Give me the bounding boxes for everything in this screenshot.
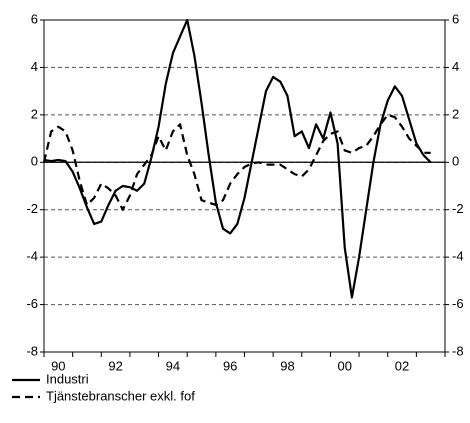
- y2-tick-label: 6: [452, 11, 459, 26]
- y2-tick-label: -2: [452, 201, 464, 216]
- y-tick-label: 6: [31, 11, 38, 26]
- y2-tick-label: 4: [452, 59, 459, 74]
- x-tick-label: 96: [223, 358, 237, 373]
- y-tick-label: -2: [26, 201, 38, 216]
- y-tick-label: -8: [26, 343, 38, 358]
- legend-label: Industri: [46, 371, 89, 386]
- y-tick-label: 2: [31, 106, 38, 121]
- y2-tick-label: 0: [452, 154, 459, 169]
- x-tick-label: 98: [280, 358, 294, 373]
- line-series: [42, 113, 431, 211]
- x-tick-label: 00: [338, 358, 352, 373]
- x-tick-label: 90: [51, 358, 65, 373]
- y2-tick-label: -8: [452, 343, 464, 358]
- y-tick-label: 4: [31, 59, 38, 74]
- y-tick-label: -4: [26, 249, 38, 264]
- y-tick-label: -6: [26, 296, 38, 311]
- y2-tick-label: -4: [452, 249, 464, 264]
- y2-tick-label: 2: [452, 106, 459, 121]
- legend-label: Tjänstebranscher exkl. fof: [46, 388, 195, 403]
- x-tick-label: 02: [395, 358, 409, 373]
- plot-frame: [43, 19, 446, 353]
- y2-tick-label: -6: [452, 296, 464, 311]
- y-tick-label: 0: [31, 154, 38, 169]
- line-series: [43, 18, 432, 299]
- x-tick-label: 94: [166, 358, 180, 373]
- x-tick-label: 92: [108, 358, 122, 373]
